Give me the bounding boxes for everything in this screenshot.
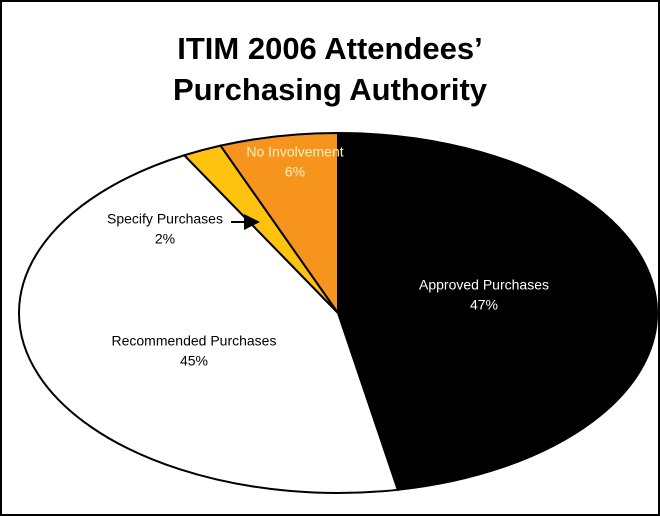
data-label-value: 45% xyxy=(180,353,208,369)
pie-slice xyxy=(218,131,339,317)
data-label-name: Specify Purchases xyxy=(107,211,223,227)
data-label-value: 47% xyxy=(470,297,498,313)
data-labels: Approved Purchases 47% Recommended Purchas… xyxy=(107,144,549,369)
chart-title: ITIM 2006 Attendees’ xyxy=(177,31,483,66)
pie-slice xyxy=(18,154,400,494)
data-label-name: Approved Purchases xyxy=(419,277,549,293)
data-label-value: 2% xyxy=(155,231,175,247)
pie-slice xyxy=(337,131,659,491)
data-label-name: No Involvement xyxy=(246,144,343,160)
chart-title: Purchasing Authority xyxy=(173,72,488,107)
data-label-value: 6% xyxy=(285,164,305,180)
data-label-name: Recommended Purchases xyxy=(112,333,277,349)
pie xyxy=(18,131,659,494)
